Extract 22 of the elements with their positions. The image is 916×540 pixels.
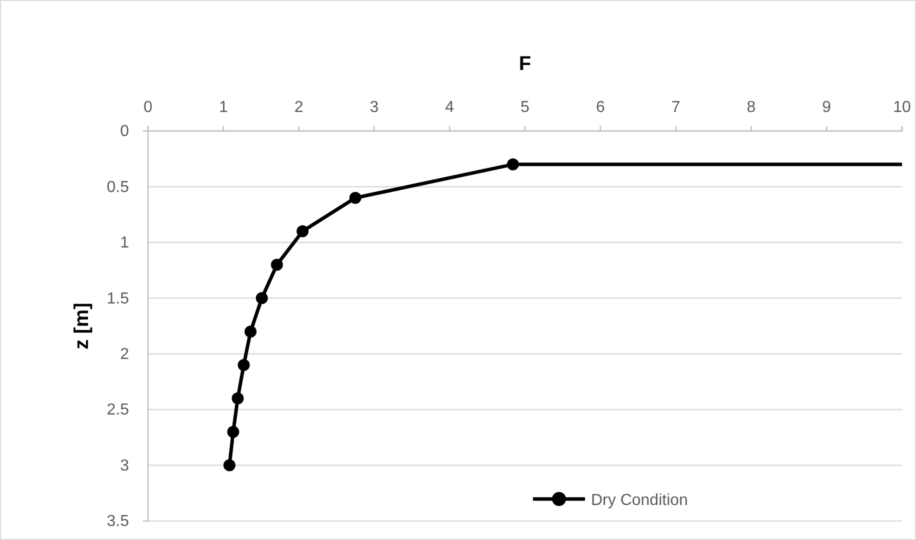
x-tick-label: 4: [445, 99, 454, 116]
y-tick-label: 2.5: [106, 402, 130, 419]
y-tick-label: 2: [120, 346, 130, 363]
y-tick-label: 1.5: [106, 290, 130, 308]
x-tick-label: 1: [218, 99, 228, 116]
legend-label: Dry Condition: [591, 492, 688, 509]
y-tick-label: 3: [120, 457, 130, 474]
x-tick-label: 5: [520, 99, 530, 116]
y-tick-label: 3.5: [106, 513, 130, 530]
x-tick-label: 3: [370, 99, 379, 116]
y-tick-label: 0: [120, 123, 130, 140]
x-tick-label: 6: [596, 99, 605, 116]
x-tick-label: 10: [893, 99, 911, 116]
y-tick-label: 0.5: [106, 178, 130, 196]
x-tick-label: 8: [746, 99, 756, 116]
y-tick-label: 1: [120, 234, 130, 252]
x-tick-label: 0: [144, 99, 153, 116]
x-tick-label: 2: [294, 99, 304, 116]
x-tick-label: 9: [822, 99, 832, 116]
x-tick-label: 7: [671, 99, 680, 116]
y-axis-title: z [m]: [71, 302, 93, 350]
x-axis-title: F: [518, 53, 532, 75]
